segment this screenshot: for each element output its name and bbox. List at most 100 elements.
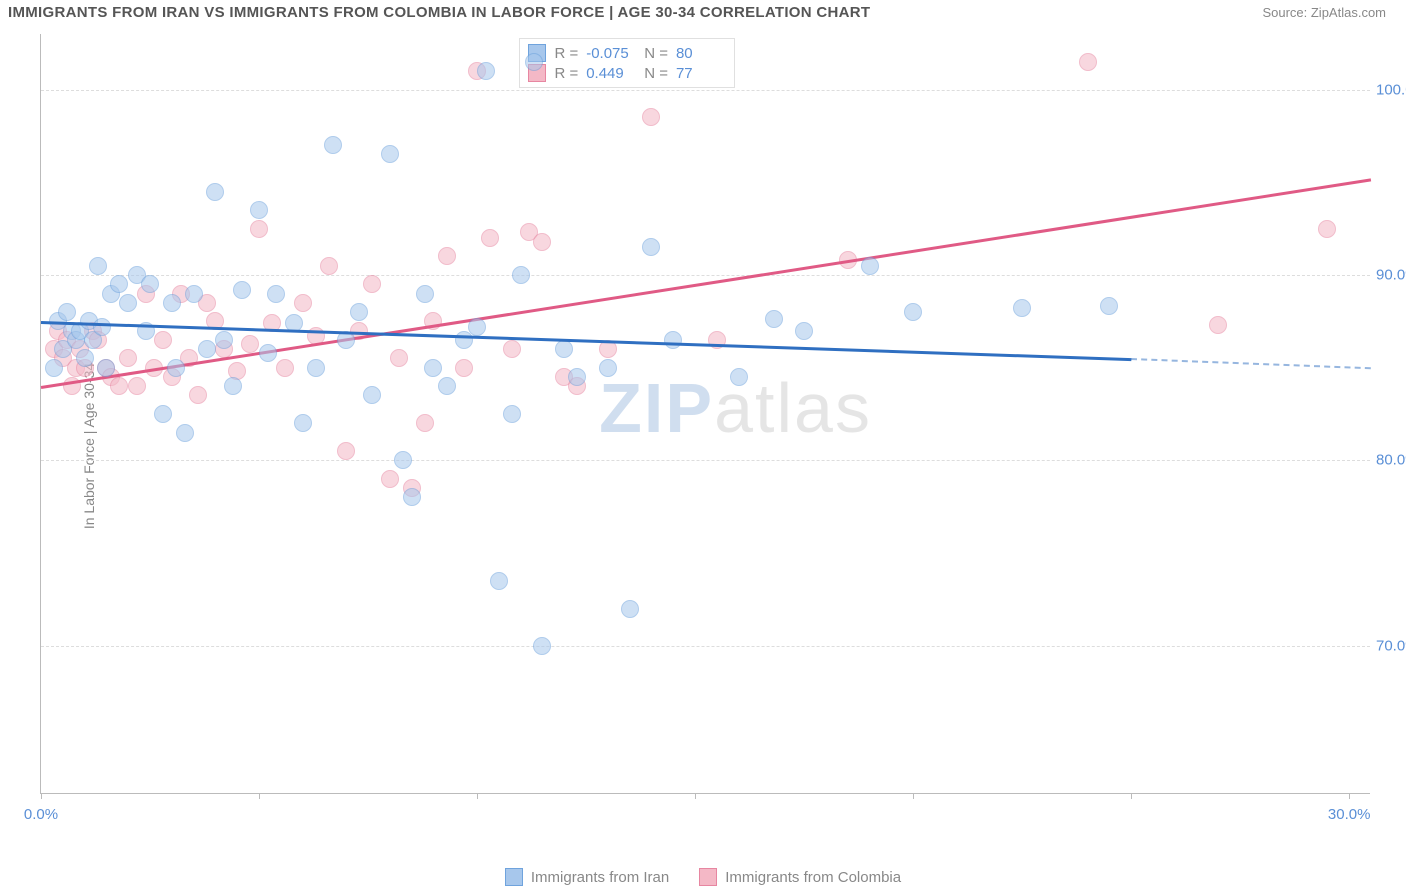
n-value-colombia: 77	[676, 65, 726, 82]
data-point-iran	[206, 183, 224, 201]
data-point-iran	[904, 303, 922, 321]
data-point-iran	[259, 344, 277, 362]
data-point-iran	[185, 285, 203, 303]
r-label: R =	[554, 45, 578, 62]
data-point-iran	[119, 294, 137, 312]
data-point-iran	[350, 303, 368, 321]
swatch-colombia	[699, 868, 717, 886]
data-point-colombia	[189, 386, 207, 404]
data-point-colombia	[533, 233, 551, 251]
data-point-colombia	[250, 220, 268, 238]
data-point-colombia	[1079, 53, 1097, 71]
y-tick-label: 100.0%	[1376, 81, 1406, 98]
data-point-iran	[568, 368, 586, 386]
data-point-iran	[512, 266, 530, 284]
data-point-iran	[45, 359, 63, 377]
data-point-iran	[324, 136, 342, 154]
y-tick-label: 90.0%	[1376, 266, 1406, 283]
data-point-colombia	[438, 247, 456, 265]
data-point-colombia	[241, 335, 259, 353]
data-point-colombia	[381, 470, 399, 488]
data-point-colombia	[481, 229, 499, 247]
x-tick	[695, 793, 696, 799]
x-tick	[41, 793, 42, 799]
legend-row-iran: R = -0.075 N = 80	[528, 43, 726, 63]
data-point-colombia	[294, 294, 312, 312]
data-point-iran	[416, 285, 434, 303]
data-point-iran	[97, 359, 115, 377]
scatter-chart: ZIPatlas R = -0.075 N = 80 R = 0.449 N =…	[40, 34, 1370, 794]
data-point-iran	[215, 331, 233, 349]
gridline	[41, 90, 1370, 91]
data-point-iran	[533, 637, 551, 655]
legend-item-iran: Immigrants from Iran	[505, 868, 669, 886]
data-point-iran	[795, 322, 813, 340]
y-tick-label: 70.0%	[1376, 637, 1406, 654]
gridline	[41, 275, 1370, 276]
x-tick	[259, 793, 260, 799]
data-point-iran	[621, 600, 639, 618]
r-value-iran: -0.075	[586, 45, 636, 62]
data-point-colombia	[642, 108, 660, 126]
n-label: N =	[644, 65, 668, 82]
data-point-iran	[58, 303, 76, 321]
x-tick-label: 0.0%	[24, 806, 58, 823]
data-point-iran	[861, 257, 879, 275]
data-point-iran	[154, 405, 172, 423]
data-point-iran	[555, 340, 573, 358]
data-point-iran	[110, 275, 128, 293]
data-point-iran	[730, 368, 748, 386]
data-point-colombia	[363, 275, 381, 293]
data-point-iran	[424, 359, 442, 377]
data-point-iran	[1013, 299, 1031, 317]
data-point-colombia	[1318, 220, 1336, 238]
data-point-iran	[307, 359, 325, 377]
data-point-colombia	[320, 257, 338, 275]
data-point-iran	[250, 201, 268, 219]
header-bar: IMMIGRANTS FROM IRAN VS IMMIGRANTS FROM …	[0, 0, 1406, 25]
gridline	[41, 460, 1370, 461]
x-tick	[477, 793, 478, 799]
data-point-iran	[381, 145, 399, 163]
data-point-iran	[394, 451, 412, 469]
data-point-iran	[438, 377, 456, 395]
data-point-iran	[1100, 297, 1118, 315]
n-value-iran: 80	[676, 45, 726, 62]
data-point-iran	[198, 340, 216, 358]
data-point-colombia	[110, 377, 128, 395]
gridline	[41, 646, 1370, 647]
data-point-iran	[224, 377, 242, 395]
data-point-iran	[141, 275, 159, 293]
data-point-iran	[93, 318, 111, 336]
data-point-iran	[89, 257, 107, 275]
data-point-iran	[503, 405, 521, 423]
source-label: Source: ZipAtlas.com	[1262, 5, 1386, 20]
legend-label-colombia: Immigrants from Colombia	[725, 869, 901, 886]
data-point-iran	[477, 62, 495, 80]
data-point-colombia	[154, 331, 172, 349]
data-point-iran	[599, 359, 617, 377]
data-point-colombia	[119, 349, 137, 367]
trend-line-ext-iran	[1131, 358, 1371, 369]
data-point-iran	[267, 285, 285, 303]
legend-label-iran: Immigrants from Iran	[531, 869, 669, 886]
swatch-iran	[505, 868, 523, 886]
data-point-colombia	[128, 377, 146, 395]
x-tick	[1131, 793, 1132, 799]
data-point-iran	[642, 238, 660, 256]
chart-title: IMMIGRANTS FROM IRAN VS IMMIGRANTS FROM …	[8, 4, 870, 21]
data-point-colombia	[455, 359, 473, 377]
series-legend: Immigrants from Iran Immigrants from Col…	[0, 868, 1406, 886]
data-point-iran	[490, 572, 508, 590]
data-point-iran	[765, 310, 783, 328]
data-point-iran	[525, 53, 543, 71]
r-value-colombia: 0.449	[586, 65, 636, 82]
data-point-colombia	[503, 340, 521, 358]
data-point-iran	[163, 294, 181, 312]
data-point-colombia	[416, 414, 434, 432]
data-point-colombia	[276, 359, 294, 377]
y-tick-label: 80.0%	[1376, 452, 1406, 469]
correlation-legend: R = -0.075 N = 80 R = 0.449 N = 77	[519, 38, 735, 88]
data-point-iran	[468, 318, 486, 336]
data-point-iran	[363, 386, 381, 404]
